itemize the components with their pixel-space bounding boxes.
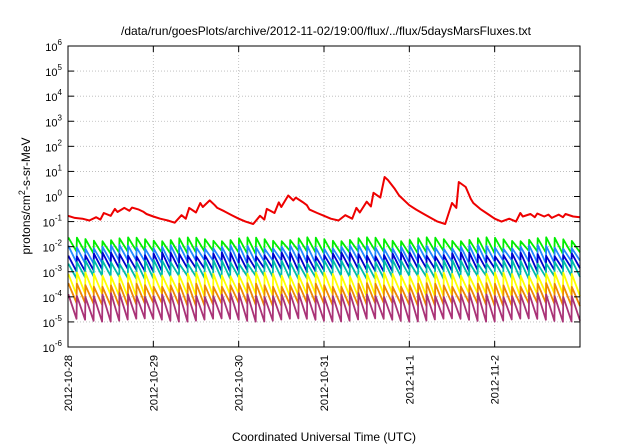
ticks: 10-610-510-410-310-210-11001011021031041… xyxy=(43,38,580,411)
y-tick-label: 10-5 xyxy=(43,314,63,330)
chart-title: /data/run/goesPlots/archive/2012-11-02/1… xyxy=(121,24,532,38)
x-tick-label: 2012-10-31 xyxy=(319,355,331,411)
y-tick-label: 102 xyxy=(45,138,62,154)
y-tick-label-base: 10 xyxy=(45,193,57,205)
y-tick-label-base: 10 xyxy=(45,42,57,54)
y-tick-label-base: 10 xyxy=(45,117,57,129)
x-axis-label: Coordinated Universal Time (UTC) xyxy=(232,430,416,444)
y-tick-label-base: 10 xyxy=(45,92,57,104)
y-tick-label-exponent: -6 xyxy=(55,339,63,348)
y-tick-label-exponent: -2 xyxy=(55,239,63,248)
y-axis-label-prefix: protons/cm xyxy=(19,195,33,254)
y-tick-label-exponent: -1 xyxy=(55,214,63,223)
y-tick-label-exponent: -5 xyxy=(55,314,63,323)
y-tick-label-base: 10 xyxy=(43,243,55,255)
x-tick-label: 2012-11-2 xyxy=(490,355,502,404)
y-tick-label: 101 xyxy=(45,163,62,179)
series-layer xyxy=(67,176,581,323)
x-tick-label: 2012-10-28 xyxy=(63,355,75,411)
y-tick-label-base: 10 xyxy=(43,268,55,280)
y-tick-label: 104 xyxy=(45,88,62,104)
x-tick-label: 2012-11-1 xyxy=(404,355,416,404)
y-tick-label-base: 10 xyxy=(43,293,55,305)
y-tick-label-exponent: 1 xyxy=(58,163,63,172)
y-tick-label: 10-3 xyxy=(43,264,63,280)
y-axis-label-suffix: -s-sr-MeV xyxy=(19,137,33,190)
y-tick-label: 103 xyxy=(45,113,62,129)
y-tick-label-base: 10 xyxy=(45,142,57,154)
y-tick-label-exponent: 4 xyxy=(58,88,63,97)
y-tick-label-exponent: 0 xyxy=(58,189,63,198)
y-tick-label: 10-6 xyxy=(43,339,63,355)
y-tick-label: 106 xyxy=(45,38,62,54)
y-tick-label: 10-1 xyxy=(43,214,63,230)
y-tick-label-exponent: 5 xyxy=(58,63,63,72)
y-tick-label-exponent: 6 xyxy=(58,38,63,47)
y-tick-label-base: 10 xyxy=(43,343,55,355)
series-line-1 xyxy=(67,176,581,225)
y-tick-label: 105 xyxy=(45,63,62,79)
y-tick-label: 10-4 xyxy=(43,289,63,305)
x-tick-label: 2012-10-30 xyxy=(234,355,246,411)
y-tick-label-base: 10 xyxy=(45,167,57,179)
y-axis-label-superscript: 2 xyxy=(17,190,27,195)
y-tick-label-base: 10 xyxy=(43,218,55,230)
series-line-8 xyxy=(67,292,581,323)
x-tick-label: 2012-10-29 xyxy=(148,355,160,411)
y-tick-label: 10-2 xyxy=(43,239,63,255)
y-tick-label-base: 10 xyxy=(43,318,55,330)
y-tick-label-exponent: 2 xyxy=(58,138,63,147)
y-axis-label: protons/cm2-s-sr-MeV xyxy=(17,137,33,254)
y-tick-label: 100 xyxy=(45,189,62,205)
y-tick-label-exponent: -3 xyxy=(55,264,63,273)
y-tick-label-exponent: 3 xyxy=(58,113,63,122)
y-tick-label-exponent: -4 xyxy=(55,289,63,298)
y-tick-label-base: 10 xyxy=(45,67,57,79)
